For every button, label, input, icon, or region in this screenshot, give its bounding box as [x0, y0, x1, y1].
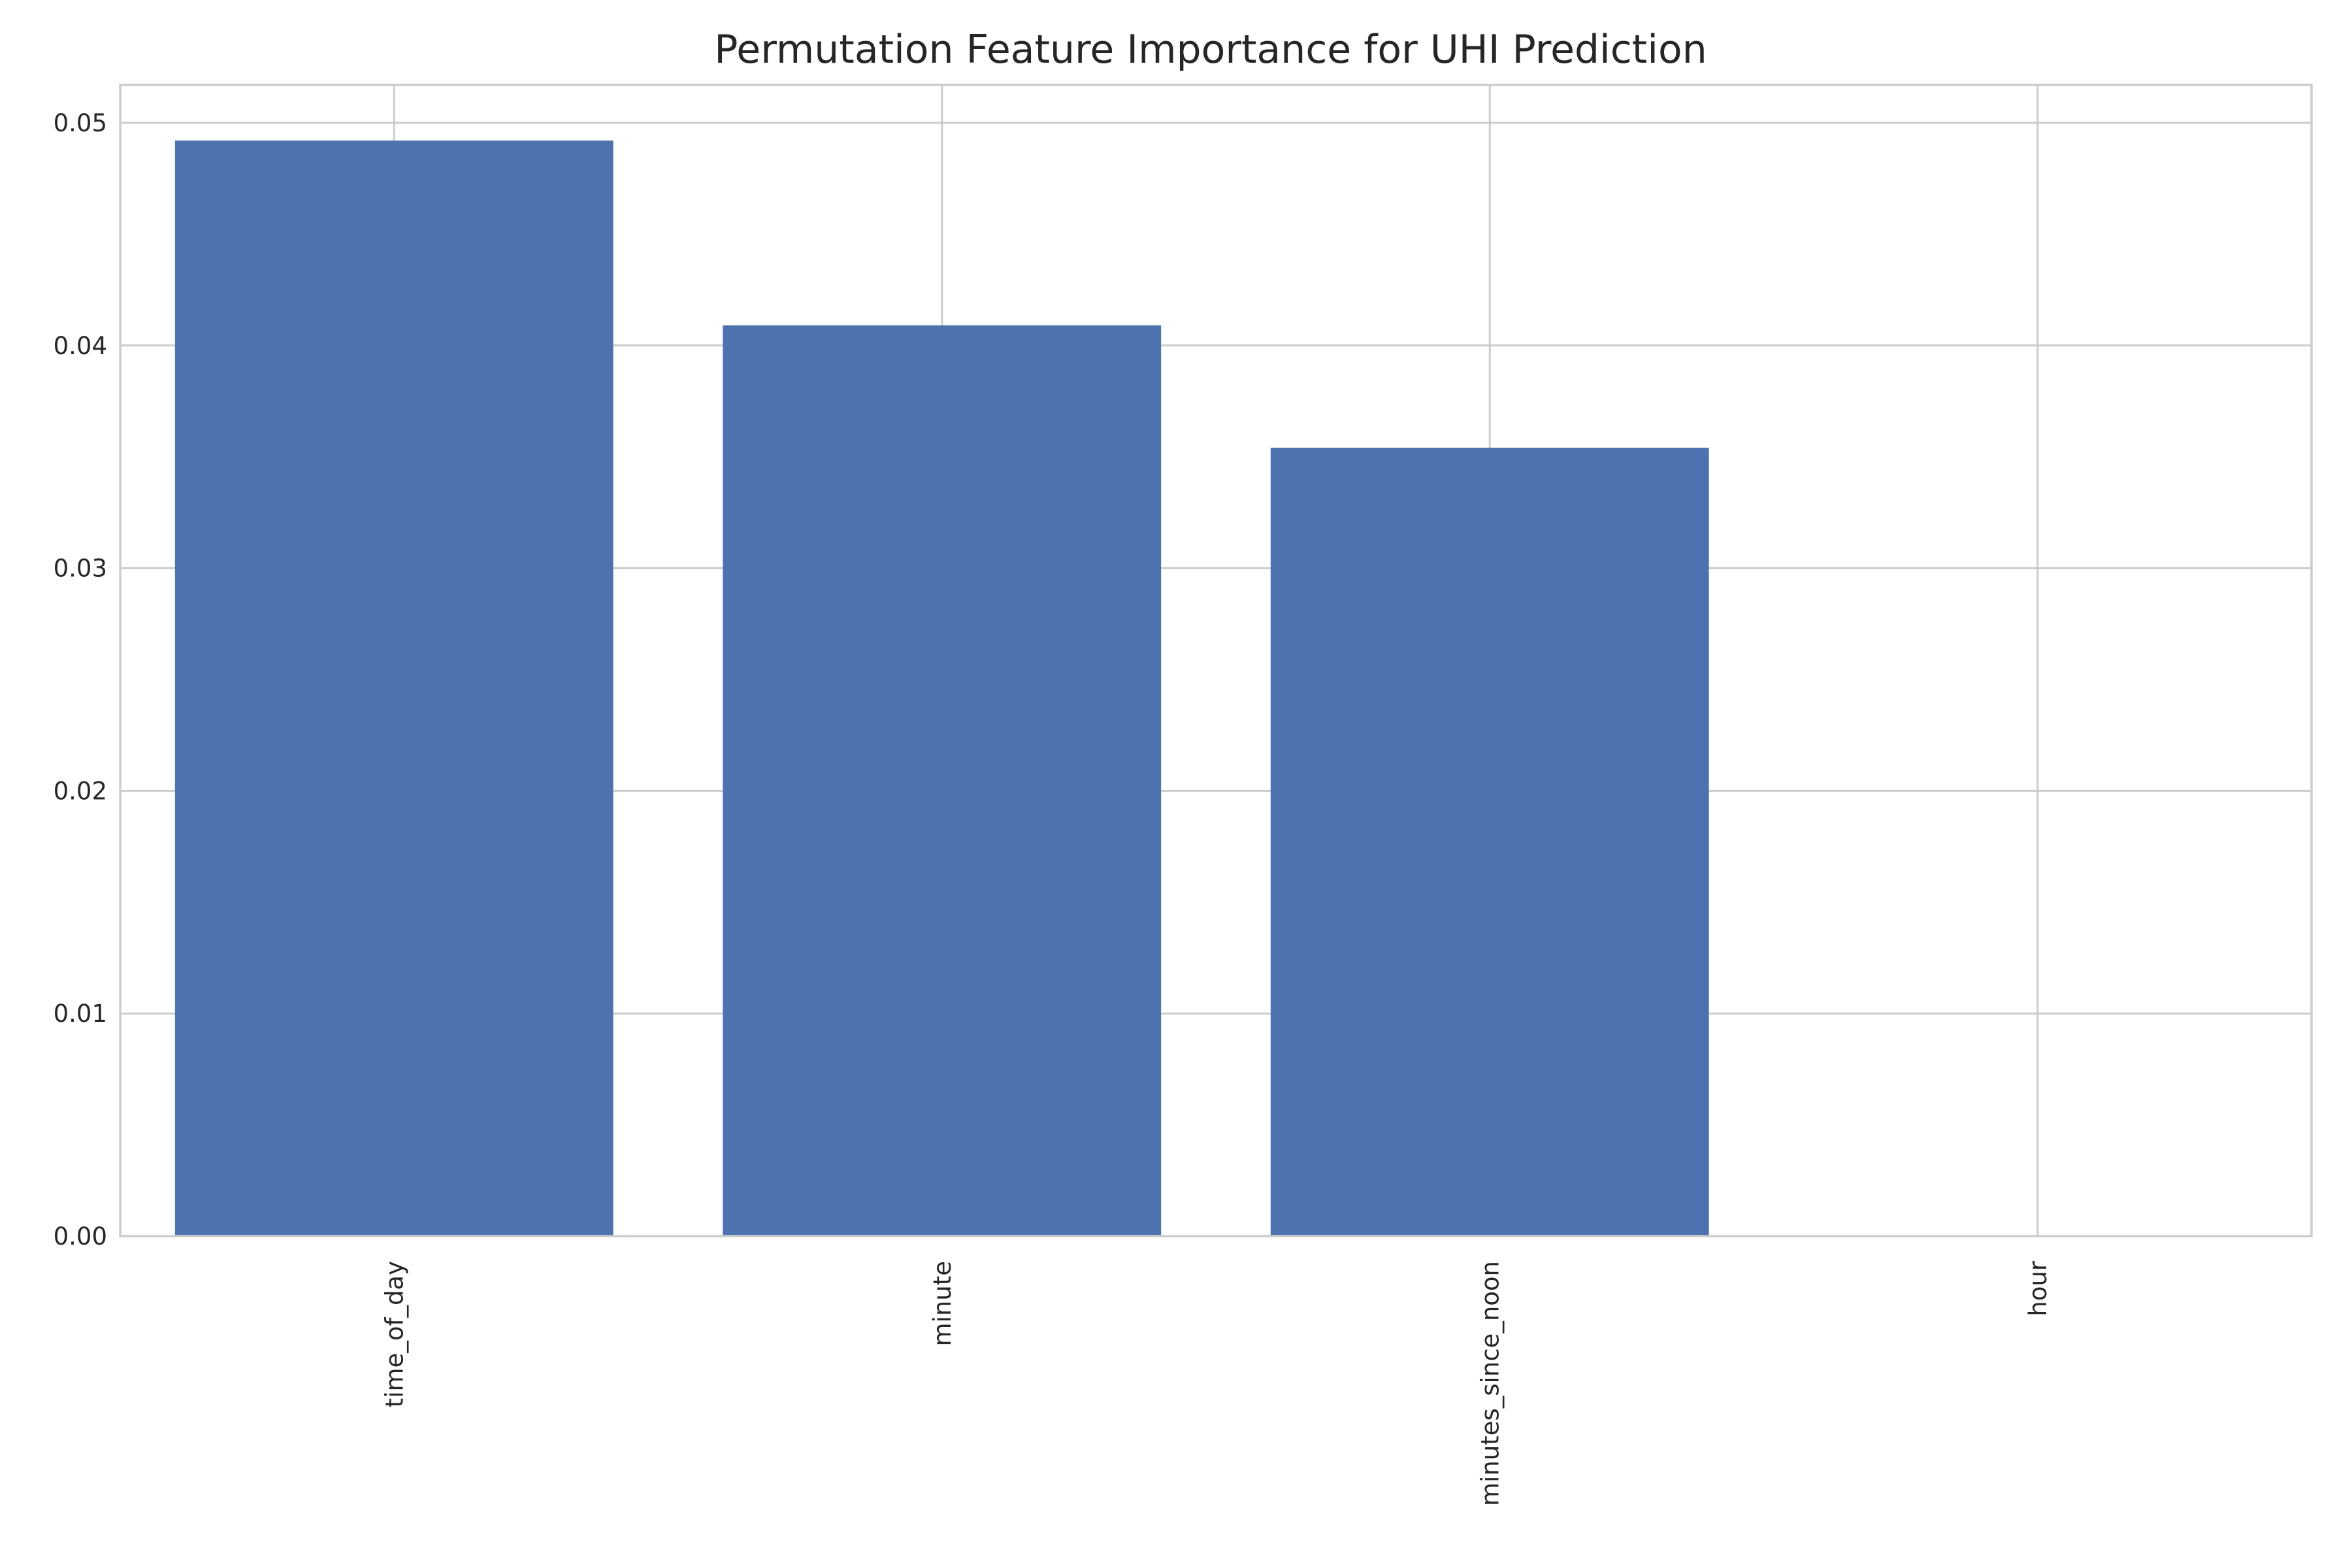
bar-time-of-day — [174, 140, 613, 1236]
x-tick-label: minute — [928, 1261, 956, 1347]
bar-minute — [723, 325, 1162, 1236]
y-tick-label: 0.05 — [54, 109, 107, 137]
y-tick-label: 0.00 — [54, 1222, 107, 1250]
x-tick-label: hour — [2024, 1260, 2052, 1316]
y-tick-label: 0.03 — [54, 555, 107, 583]
y-tick-label: 0.01 — [54, 1000, 107, 1028]
x-tick-label: minutes_since_noon — [1476, 1261, 1504, 1506]
y-tick-label: 0.04 — [54, 332, 107, 360]
x-tick-labels: time_of_day minute minutes_since_noon hour — [380, 1260, 2052, 1506]
bar-layer — [174, 140, 1709, 1236]
y-tick-label: 0.02 — [54, 777, 107, 805]
axes-frame — [119, 84, 2313, 1237]
bar-minutes-since-noon — [1270, 448, 1709, 1236]
chart-title: Permutation Feature Importance for UHI P… — [714, 27, 1707, 73]
x-tick-label: time_of_day — [380, 1261, 408, 1407]
y-tick-labels: 0.00 0.01 0.02 0.03 0.04 0.05 — [54, 109, 107, 1250]
